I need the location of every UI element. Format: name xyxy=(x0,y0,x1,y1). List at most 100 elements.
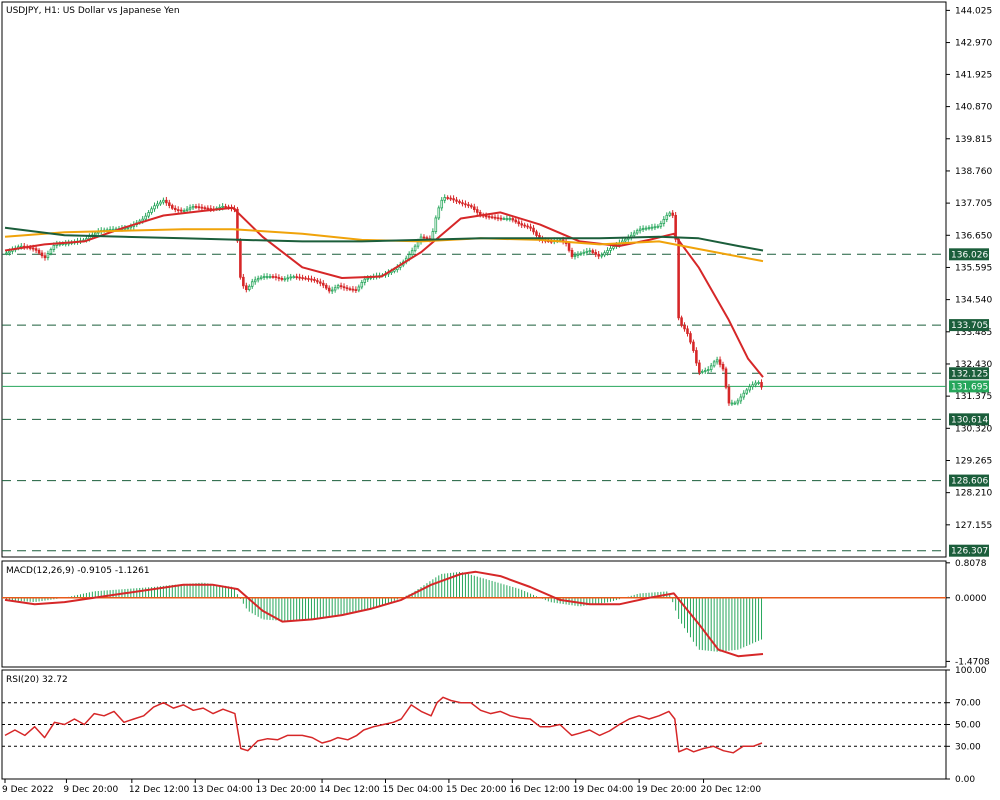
candle-body xyxy=(523,224,526,227)
candle xyxy=(715,356,719,365)
candle xyxy=(703,367,707,374)
candle-body xyxy=(259,276,263,279)
candle xyxy=(585,248,589,256)
candle-body xyxy=(659,223,663,227)
candle xyxy=(526,223,529,230)
macd-y-tick-label: -1.4708 xyxy=(955,657,990,667)
candle-body xyxy=(283,278,287,281)
y-tick-label: 138.760 xyxy=(955,167,992,177)
x-tick-label: 20 Dec 12:00 xyxy=(701,785,762,795)
rsi-y-tick-label: 100.00 xyxy=(955,666,987,676)
candle-body xyxy=(301,277,304,279)
candle xyxy=(600,252,603,259)
candle-body xyxy=(754,382,757,386)
candle xyxy=(683,322,686,332)
y-tick-label: 127.155 xyxy=(955,521,992,531)
candle xyxy=(570,247,574,259)
candle-body xyxy=(517,221,521,225)
candle-body xyxy=(40,252,44,257)
x-tick-label: 13 Dec 04:00 xyxy=(192,785,253,795)
y-tick-label: 137.705 xyxy=(955,199,992,209)
price-level-tag-label: 126.307 xyxy=(951,547,988,557)
candle xyxy=(727,383,731,406)
candle-body xyxy=(236,208,239,242)
candle-body xyxy=(443,197,446,201)
candle xyxy=(721,361,725,372)
candle-body xyxy=(470,205,473,208)
candle xyxy=(274,273,278,281)
candle-body xyxy=(606,250,609,254)
y-tick-label: 134.540 xyxy=(955,296,992,306)
candle xyxy=(345,284,349,292)
price-level-tag xyxy=(949,474,989,487)
candle-body xyxy=(647,227,651,230)
candle-body xyxy=(345,287,349,290)
candle xyxy=(668,211,672,217)
candle xyxy=(641,225,645,232)
candle xyxy=(490,214,494,220)
candle-body xyxy=(508,218,512,220)
candle-body xyxy=(147,212,150,217)
candle-body xyxy=(570,249,574,257)
candle-body xyxy=(245,285,248,290)
candle-body xyxy=(322,282,325,286)
candle xyxy=(339,282,343,290)
candle-body xyxy=(641,228,645,230)
candle-body xyxy=(464,203,467,206)
candle-body xyxy=(458,200,461,204)
macd-title: MACD(12,26,9) -0.9105 -1.1261 xyxy=(6,566,150,576)
candle-body xyxy=(360,282,364,288)
candle-body xyxy=(467,204,470,207)
candle-body xyxy=(268,276,272,278)
candle xyxy=(757,380,760,385)
candle-body xyxy=(751,384,754,388)
candle-body xyxy=(224,206,227,208)
candle xyxy=(470,203,473,209)
candle xyxy=(410,247,414,258)
candle-body xyxy=(635,230,639,234)
candle-body xyxy=(313,278,316,281)
candle xyxy=(437,205,441,221)
candle xyxy=(250,278,254,289)
candle-body xyxy=(348,288,352,291)
candle-body xyxy=(727,386,731,404)
rsi-y-tick-label: 0.00 xyxy=(955,775,975,785)
candle xyxy=(635,228,639,235)
candle-body xyxy=(336,285,340,289)
candle xyxy=(754,380,757,388)
candle xyxy=(576,251,580,259)
candle-body xyxy=(484,215,488,218)
candle xyxy=(307,275,310,282)
candle xyxy=(37,248,41,255)
x-tick-label: 14 Dec 12:00 xyxy=(319,785,380,795)
rsi-y-tick-label: 70.00 xyxy=(955,699,981,709)
candle xyxy=(295,273,298,280)
candle-body xyxy=(239,240,242,278)
candle-body xyxy=(715,359,719,363)
candle-body xyxy=(310,278,313,281)
candle-body xyxy=(171,205,174,209)
price-level-tag xyxy=(949,380,989,393)
candle xyxy=(200,204,204,211)
x-tick-label: 15 Dec 20:00 xyxy=(446,785,507,795)
candle xyxy=(446,195,449,201)
candle-body xyxy=(745,389,749,394)
candle-body xyxy=(407,254,411,259)
candle-body xyxy=(31,247,35,250)
candle xyxy=(739,393,743,404)
candle-body xyxy=(144,215,147,220)
candle xyxy=(748,383,751,393)
candle xyxy=(351,285,355,293)
candle xyxy=(671,210,674,219)
candle xyxy=(698,359,701,376)
candle-body xyxy=(168,202,171,206)
candle-body xyxy=(165,199,168,204)
candle-body xyxy=(176,209,180,212)
candle xyxy=(176,206,180,214)
candle xyxy=(603,250,606,258)
candle xyxy=(357,284,361,293)
candle-body xyxy=(330,289,334,292)
candle xyxy=(179,207,183,213)
candle xyxy=(150,206,153,215)
